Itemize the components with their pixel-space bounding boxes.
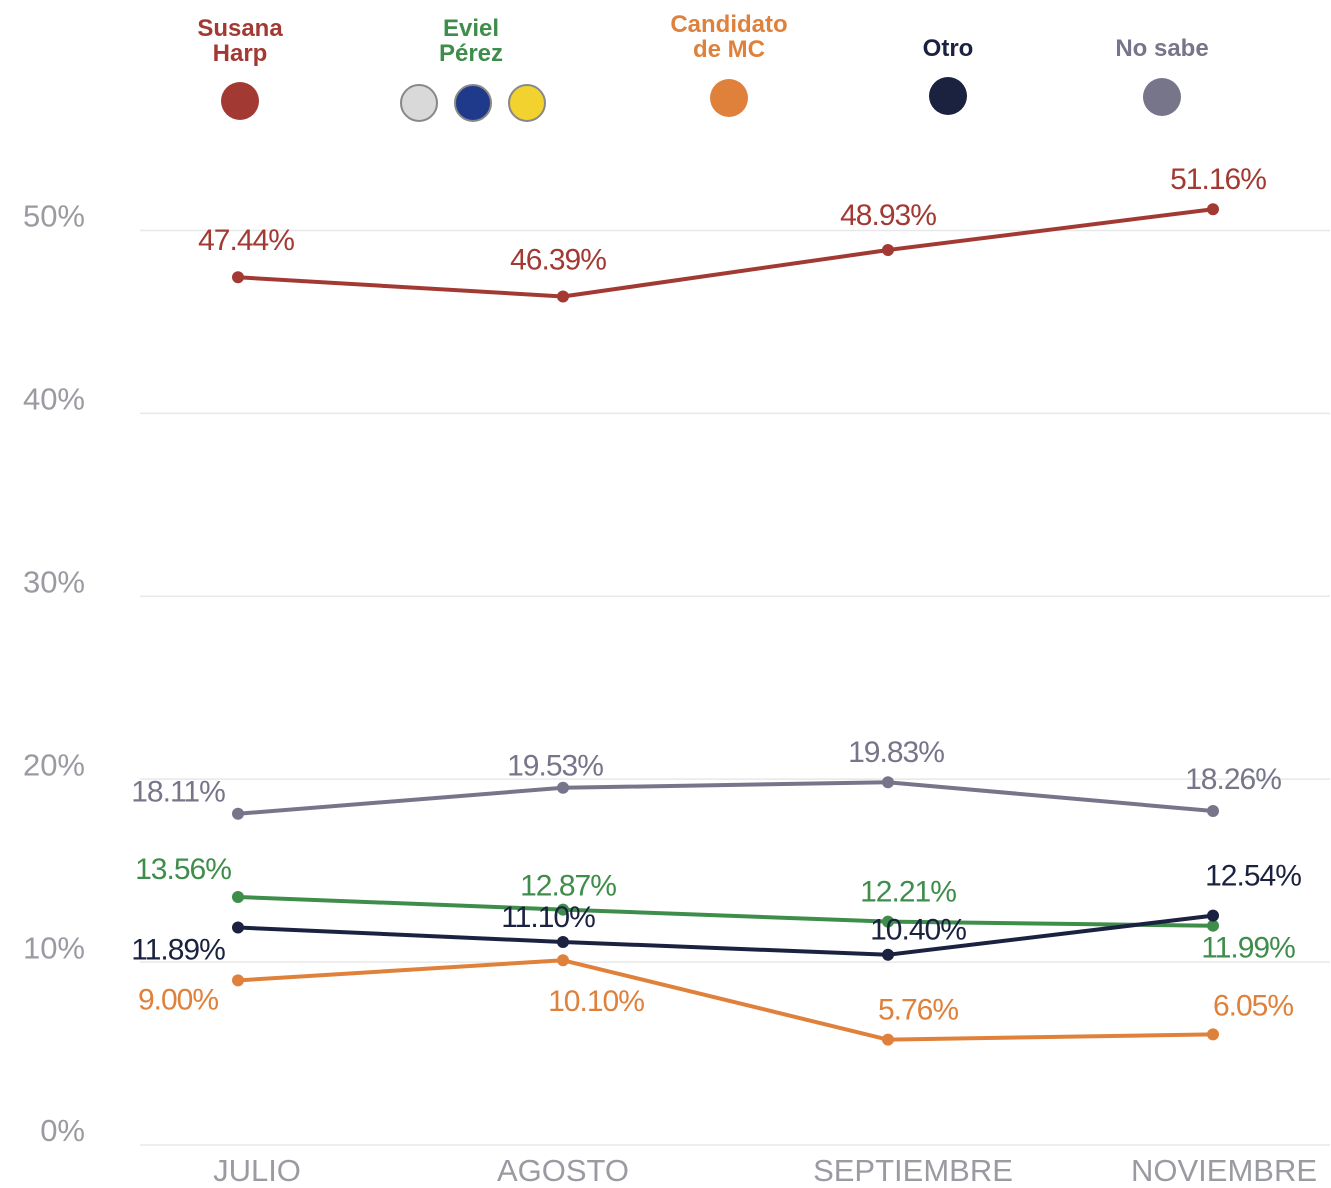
data-label: 13.56% — [135, 853, 231, 886]
series-line — [237, 894, 1214, 928]
party-logo — [929, 77, 967, 115]
legend-entry: No sabe — [1115, 35, 1209, 62]
data-label: 11.10% — [501, 901, 595, 934]
data-label: 6.05% — [1213, 989, 1293, 1022]
party-logo — [454, 84, 492, 122]
data-label: 9.00% — [138, 983, 218, 1016]
y-tick-label: 40% — [23, 382, 85, 417]
y-tick-label: 10% — [23, 930, 85, 965]
party-logo — [400, 84, 438, 122]
x-tick-label: AGOSTO — [497, 1153, 629, 1188]
data-label: 51.16% — [1170, 163, 1266, 196]
data-point — [1207, 1028, 1219, 1041]
data-point — [882, 948, 894, 961]
data-label: 46.39% — [510, 243, 606, 276]
legend-entry: Otro — [922, 35, 974, 62]
data-point — [557, 290, 569, 303]
data-label: 10.10% — [548, 985, 644, 1018]
data-label: 10.40% — [870, 914, 966, 947]
x-tick-label: NOVIEMBRE — [1131, 1153, 1317, 1188]
data-label: 11.89% — [131, 933, 225, 966]
data-point — [1207, 919, 1219, 932]
series-line — [237, 780, 1214, 816]
party-logo — [221, 82, 259, 120]
data-point — [1207, 909, 1219, 922]
data-point — [882, 776, 894, 789]
data-label: 47.44% — [198, 224, 294, 257]
y-tick-label: 20% — [23, 747, 85, 782]
party-logo — [710, 79, 748, 117]
data-label: 48.93% — [840, 199, 936, 232]
data-label: 18.26% — [1185, 763, 1281, 796]
data-label: 11.99% — [1201, 932, 1295, 965]
y-tick-label: 30% — [23, 564, 85, 599]
party-logo — [508, 84, 546, 122]
data-point — [882, 1033, 894, 1046]
data-label: 12.87% — [520, 870, 616, 903]
y-tick-label: 0% — [40, 1113, 85, 1148]
data-point — [232, 974, 244, 987]
series-line — [237, 913, 1214, 957]
data-label: 12.21% — [860, 876, 956, 909]
legend-entry: Susana Harp — [197, 15, 283, 67]
data-label: 18.11% — [131, 776, 225, 809]
x-tick-label: JULIO — [213, 1153, 301, 1188]
data-point — [1207, 805, 1219, 818]
data-point — [232, 921, 244, 934]
data-point — [232, 807, 244, 820]
party-logo — [1143, 78, 1181, 116]
data-point — [882, 915, 894, 928]
y-tick-label: 50% — [23, 199, 85, 234]
data-label: 12.54% — [1205, 860, 1301, 893]
legend-entry: Eviel Pérez — [438, 15, 504, 67]
data-point — [1207, 203, 1219, 216]
data-point — [557, 903, 569, 916]
data-label: 19.83% — [848, 736, 944, 769]
data-point — [557, 781, 569, 794]
data-point — [232, 271, 244, 284]
data-label: 19.53% — [507, 750, 603, 783]
legend-entry: Candidato de MC — [670, 11, 788, 63]
data-point — [557, 935, 569, 948]
data-point — [557, 954, 569, 967]
series-line — [237, 958, 1214, 1042]
data-label: 5.76% — [878, 994, 958, 1027]
x-tick-label: SEPTIEMBRE — [813, 1153, 1013, 1188]
series-line — [237, 207, 1214, 299]
data-point — [882, 244, 894, 257]
data-point — [232, 890, 244, 903]
